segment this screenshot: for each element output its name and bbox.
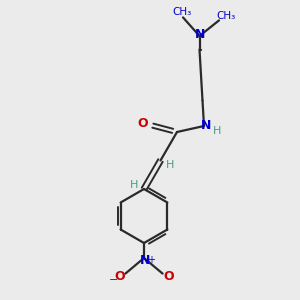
Text: H: H: [166, 160, 174, 170]
Text: N: N: [201, 119, 212, 132]
Text: +: +: [148, 255, 155, 266]
Text: H: H: [212, 126, 221, 136]
Text: N: N: [195, 28, 205, 41]
Text: O: O: [138, 117, 148, 130]
Text: O: O: [114, 269, 125, 283]
Text: −: −: [109, 275, 119, 285]
Text: N: N: [140, 254, 150, 268]
Text: CH₃: CH₃: [173, 7, 192, 17]
Text: H: H: [130, 179, 139, 190]
Text: CH₃: CH₃: [216, 11, 235, 21]
Text: O: O: [163, 269, 174, 283]
